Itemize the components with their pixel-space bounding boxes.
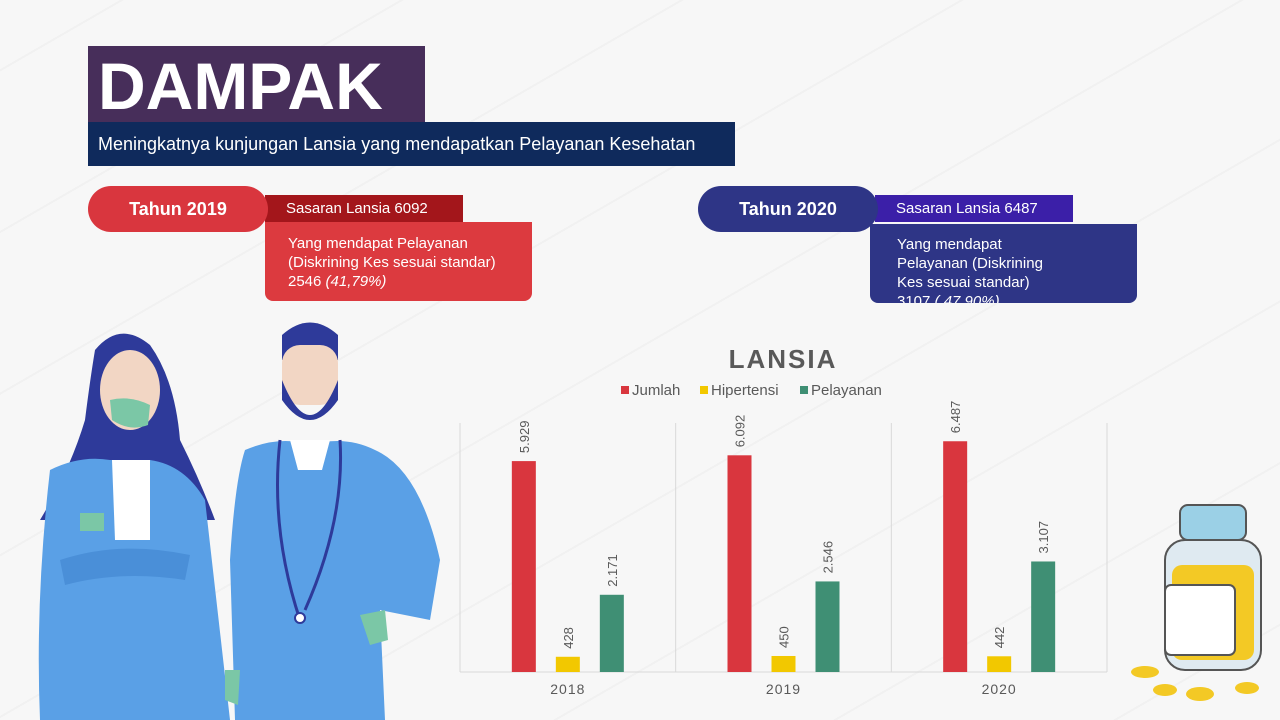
legend-label: Jumlah bbox=[632, 382, 680, 399]
illustration-woman bbox=[38, 333, 230, 720]
value-label: 428 bbox=[561, 627, 576, 649]
value-label: 2.546 bbox=[821, 541, 836, 574]
legend-swatch bbox=[700, 386, 708, 394]
panel-percent: (41,79%) bbox=[325, 273, 387, 290]
legend-swatch bbox=[800, 386, 808, 394]
subtitle: Meningkatnya kunjungan Lansia yang menda… bbox=[88, 122, 735, 166]
panel-count: 2546 bbox=[288, 273, 322, 290]
bar bbox=[771, 655, 796, 672]
panel-target: Sasaran Lansia 6487 bbox=[875, 195, 1073, 222]
value-label: 3.107 bbox=[1036, 521, 1051, 554]
legend-label: Pelayanan bbox=[811, 382, 882, 399]
bar bbox=[1031, 561, 1056, 672]
bar bbox=[943, 441, 968, 672]
panel-description: Yang mendapat Pelayanan (Diskrining Kes … bbox=[288, 235, 496, 271]
illustration-man bbox=[225, 322, 440, 720]
value-label: 442 bbox=[992, 627, 1007, 649]
value-label: 2.171 bbox=[605, 554, 620, 587]
panel-target: Sasaran Lansia 6092 bbox=[265, 195, 463, 222]
panel-year: Tahun 2020 bbox=[698, 186, 878, 232]
panel-box: Yang mendapat Pelayanan (Diskrining Kes … bbox=[265, 222, 532, 301]
bar bbox=[511, 461, 536, 672]
x-tick-label: 2020 bbox=[982, 681, 1017, 697]
value-label: 6.092 bbox=[733, 415, 748, 448]
bar bbox=[815, 581, 840, 672]
panel-box: Yang mendapat Pelayanan (Diskrining Kes … bbox=[870, 224, 1137, 303]
illustration-bottle bbox=[1131, 504, 1262, 701]
legend-label: Hipertensi bbox=[711, 382, 779, 399]
value-label: 6.487 bbox=[948, 401, 963, 434]
bar bbox=[727, 455, 752, 672]
bar bbox=[987, 656, 1012, 672]
panel-description: Yang mendapat Pelayanan (Diskrining Kes … bbox=[897, 236, 1043, 291]
bar bbox=[599, 594, 624, 672]
chart: LANSIA Jumlah Hipertensi Pelayanan 2018 5.929… bbox=[459, 344, 1108, 697]
legend-swatch bbox=[621, 386, 629, 394]
title: DAMPAK bbox=[88, 46, 425, 123]
panel-count: 3107 bbox=[897, 293, 931, 303]
panel-percent: ( 47,90%) bbox=[934, 293, 1000, 303]
x-tick-label: 2019 bbox=[766, 681, 801, 697]
chart-title: LANSIA bbox=[729, 344, 838, 374]
x-tick-label: 2018 bbox=[550, 681, 585, 697]
value-label: 5.929 bbox=[517, 421, 532, 454]
panel-year: Tahun 2019 bbox=[88, 186, 268, 232]
value-label: 450 bbox=[777, 626, 792, 648]
bar bbox=[555, 656, 580, 672]
